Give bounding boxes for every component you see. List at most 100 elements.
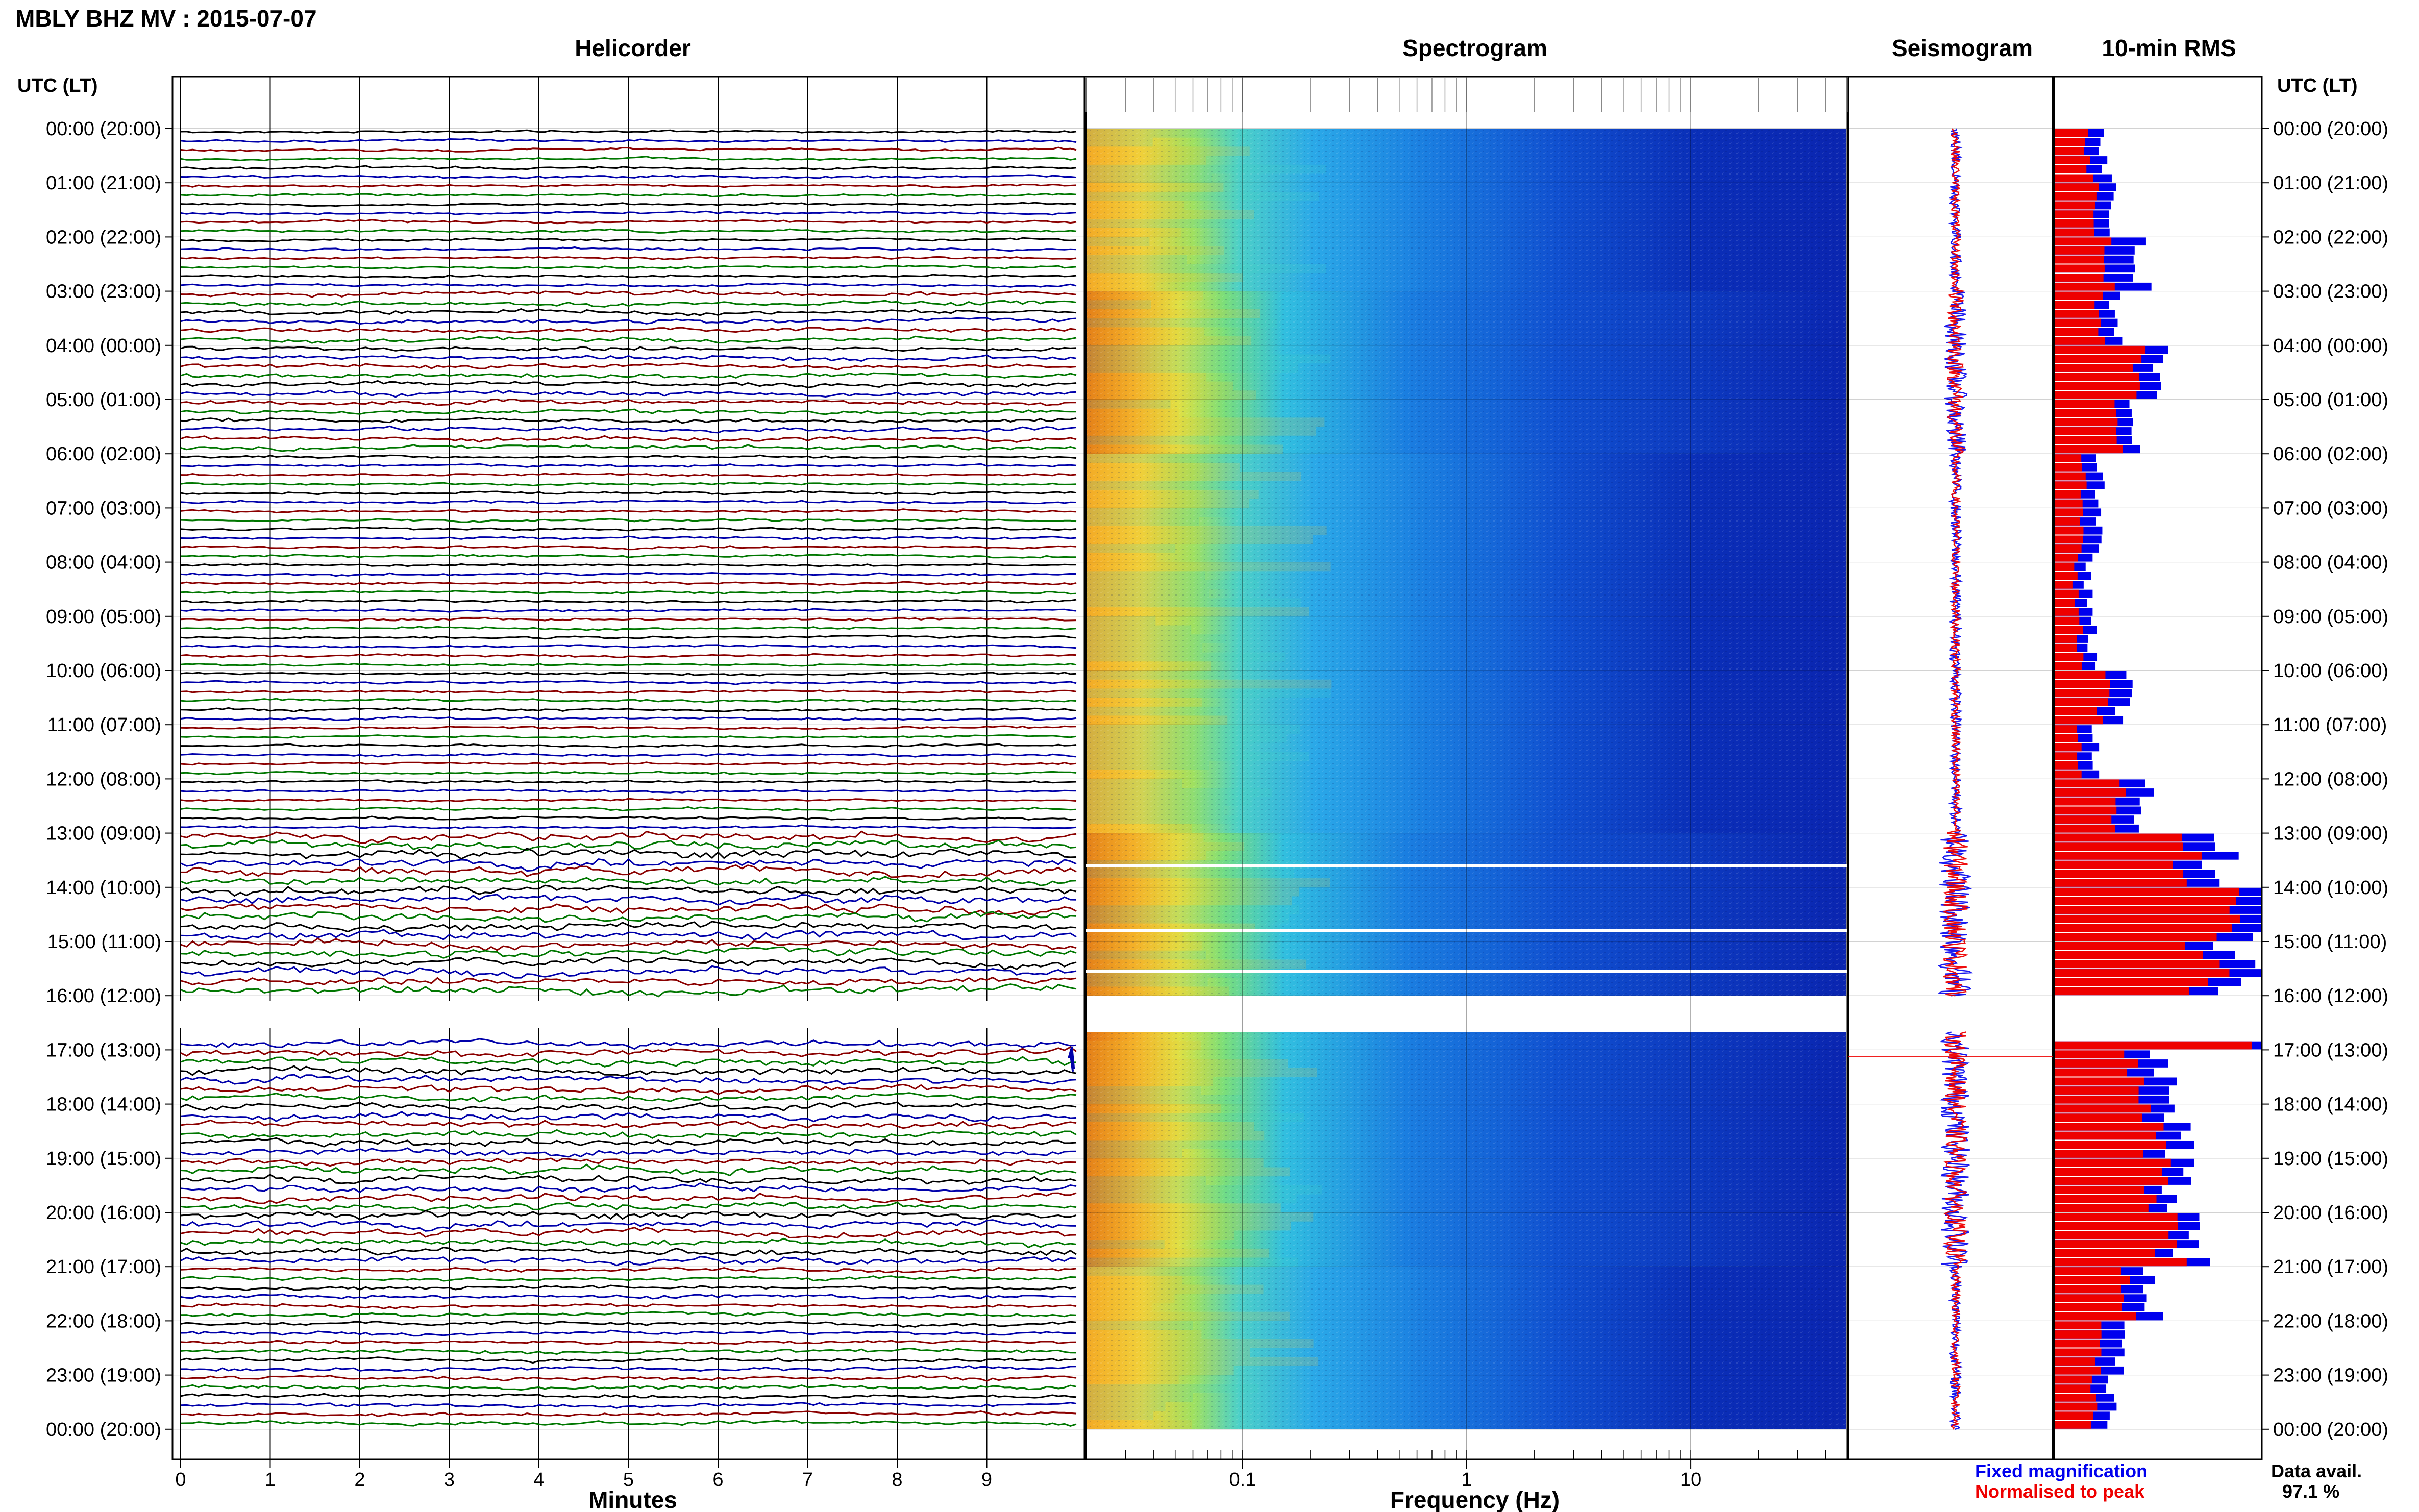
rms-bar-normalised: [2055, 1086, 2139, 1095]
helicorder-trace: [180, 335, 1077, 344]
rms-bar-normalised: [2055, 906, 2230, 914]
time-label-right: 08:00 (04:00): [2273, 552, 2388, 574]
time-label-right: 01:00 (21:00): [2273, 172, 2388, 194]
helicorder-trace: [180, 1147, 1077, 1158]
time-label-left: 00:00 (20:00): [46, 118, 161, 140]
helicorder-trace: [180, 894, 1077, 906]
helicorder-trace: [180, 563, 1077, 567]
helicorder-trace: [181, 1365, 1077, 1372]
rms-bar-normalised: [2055, 291, 2103, 300]
rms-bar-normalised: [2055, 969, 2230, 977]
rms-bar-normalised: [2055, 1231, 2169, 1240]
rms-bar-normalised: [2055, 815, 2112, 824]
rms-bar-normalised: [2055, 635, 2077, 643]
helicorder-trace: [180, 473, 1077, 478]
rms-bar-normalised: [2055, 1375, 2092, 1384]
data-availability-value: 97.1 %: [2282, 1481, 2339, 1502]
helicorder-trace: [180, 1074, 1077, 1085]
rms-bar-normalised: [2055, 318, 2101, 327]
helicorder-trace: [180, 581, 1077, 586]
rms-bar-normalised: [2055, 942, 2185, 950]
helicorder-trace: [180, 1402, 1077, 1409]
helicorder-trace: [180, 156, 1077, 162]
rms-bar-normalised: [2055, 933, 2217, 941]
helicorder-trace: [180, 663, 1077, 667]
utc-label-left: UTC (LT): [17, 75, 98, 96]
rms-bar-normalised: [2055, 400, 2115, 408]
rms-bar-normalised: [2055, 914, 2240, 923]
helicorder-trace: [180, 1119, 1077, 1129]
rms-bar-normalised: [2055, 201, 2095, 210]
rms-bar-normalised: [2055, 1077, 2144, 1086]
rms-bar-normalised: [2055, 1113, 2142, 1122]
helicorder-trace: [180, 193, 1077, 198]
rms-bar-normalised: [2055, 887, 2239, 896]
helicorder-trace: [180, 1219, 1077, 1232]
rms-bar-normalised: [2055, 960, 2220, 969]
spectrogram-texture: [1087, 129, 1846, 996]
time-label-left: 12:00 (08:00): [46, 769, 161, 790]
rms-bar-normalised: [2055, 572, 2078, 580]
rms-bar-normalised: [2055, 870, 2184, 878]
helicorder-trace: [180, 864, 1077, 879]
seismogram-heading: Seismogram: [1892, 35, 2033, 61]
helicorder-trace: [180, 508, 1077, 514]
seismogram-normalised-trace: [1942, 1031, 1968, 1430]
rms-bar-normalised: [2055, 174, 2093, 183]
helicorder-trace: [180, 300, 1077, 308]
helicorder-xlabel: Minutes: [588, 1486, 677, 1512]
helicorder-trace: [180, 129, 1077, 134]
rms-bar-normalised: [2055, 824, 2115, 833]
helicorder-trace: [180, 1255, 1077, 1267]
spectrogram-xlabel: Frequency (Hz): [1390, 1486, 1560, 1512]
rms-bar-normalised: [2055, 544, 2082, 553]
rms-bar-normalised: [2055, 454, 2082, 462]
helicorder-trace: [180, 634, 1077, 640]
helicorder-trace: [180, 779, 1077, 784]
rms-bar-normalised: [2055, 246, 2105, 255]
rms-bar-normalised: [2055, 951, 2203, 959]
rms-bar-normalised: [2055, 355, 2142, 363]
helicorder-trace: [180, 1129, 1077, 1139]
helicorder-trace: [180, 572, 1077, 577]
helicorder-trace: [180, 616, 1077, 622]
time-label-right: 19:00 (15:00): [2273, 1148, 2388, 1170]
helicorder-trace: [180, 830, 1077, 844]
rms-bar-normalised: [2055, 183, 2099, 191]
helicorder-trace: [180, 246, 1077, 252]
helicorder-trace: [180, 1347, 1077, 1355]
helicorder-trace: [180, 1237, 1077, 1249]
rms-bar-normalised: [2055, 589, 2079, 598]
helicorder-trace: [180, 1156, 1077, 1167]
helicorder-trace: [180, 734, 1077, 739]
helicorder-trace: [180, 174, 1077, 179]
time-label-right: 17:00 (13:00): [2273, 1039, 2388, 1061]
rms-bar-normalised: [2055, 1411, 2093, 1420]
time-label-right: 07:00 (03:00): [2273, 498, 2388, 519]
rms-bar-normalised: [2055, 382, 2140, 390]
time-label-right: 11:00 (07:00): [2273, 714, 2387, 736]
helicorder-trace: [180, 1267, 1077, 1274]
time-label-left: 05:00 (01:00): [46, 389, 161, 411]
helicorder-trace: [180, 680, 1077, 685]
rms-bar-normalised: [2055, 481, 2087, 489]
helicorder-heading: Helicorder: [575, 35, 691, 61]
helicorder-trace: [180, 389, 1077, 398]
rms-bar-normalised: [2055, 788, 2126, 797]
helicorder-trace: [180, 1046, 1077, 1058]
rms-bar-normalised: [2055, 662, 2082, 670]
helicorder-trace: [180, 1329, 1077, 1337]
helicorder-trace: [180, 707, 1077, 713]
helicorder-trace: [180, 1293, 1077, 1300]
rms-bar-normalised: [2055, 562, 2075, 571]
helicorder-trace: [180, 372, 1077, 379]
rms-bar-normalised: [2055, 463, 2082, 472]
rms-bar-normalised: [2055, 743, 2082, 752]
spectrogram-tick-label: 0.1: [1229, 1469, 1256, 1491]
helicorder-trace: [180, 946, 1077, 959]
rms-bar-normalised: [2055, 842, 2183, 851]
helicorder-trace: [180, 210, 1077, 216]
helicorder-trace: [180, 1065, 1077, 1077]
rms-bar-normalised: [2055, 129, 2088, 137]
time-label-left: 17:00 (13:00): [46, 1039, 161, 1061]
